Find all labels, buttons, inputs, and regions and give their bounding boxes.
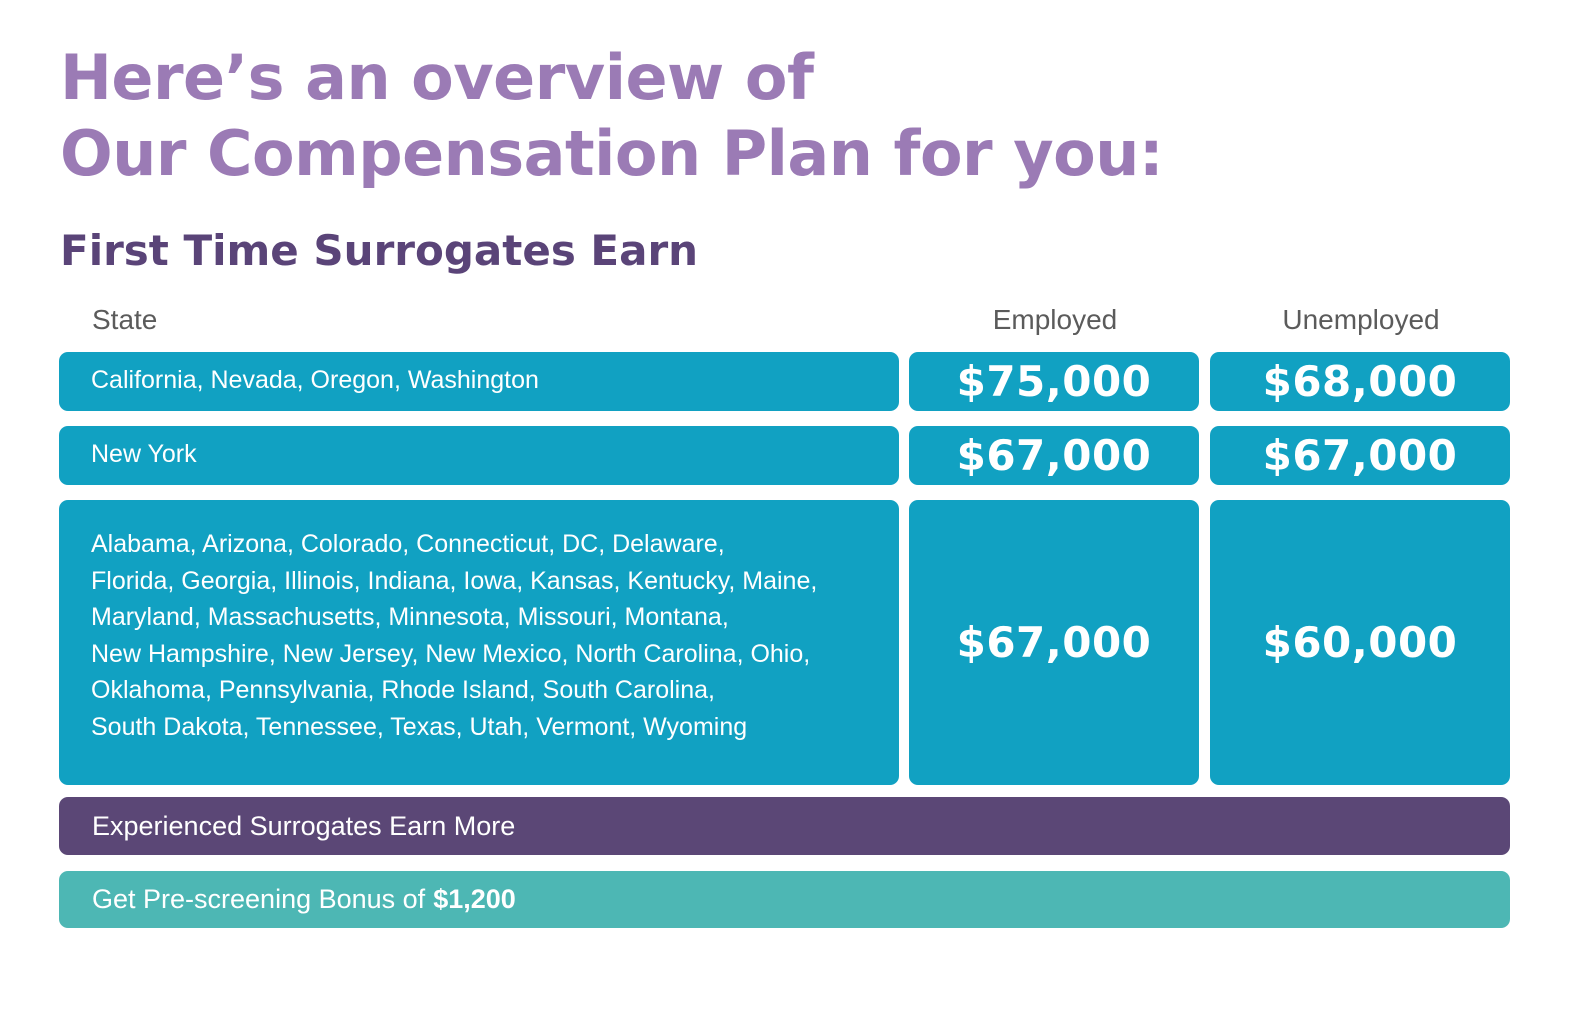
employed-amount: $67,000 bbox=[909, 426, 1199, 485]
states-line: California, Nevada, Oregon, Washington bbox=[91, 366, 539, 395]
section-title: First Time Surrogates Earn bbox=[60, 226, 699, 275]
unemployed-amount: $67,000 bbox=[1210, 426, 1510, 485]
bonus-banner-text: Get Pre-screening Bonus of bbox=[92, 884, 426, 914]
experienced-surrogates-banner: Experienced Surrogates Earn More bbox=[59, 797, 1510, 855]
column-header-employed: Employed bbox=[992, 304, 1118, 335]
column-header-state: State bbox=[92, 304, 158, 335]
page-headline: Here’s an overview of Our Compensation P… bbox=[60, 40, 1164, 192]
experienced-banner-text: Experienced Surrogates Earn More bbox=[92, 810, 516, 841]
headline-line-2: Our Compensation Plan for you: bbox=[60, 117, 1164, 190]
table-row-states: New York bbox=[59, 426, 899, 485]
prescreening-bonus-banner: Get Pre-screening Bonus of $1,200 bbox=[59, 871, 1510, 928]
states-line: Oklahoma, Pennsylvania, Rhode Island, So… bbox=[91, 676, 715, 704]
column-header-unemployed: Unemployed bbox=[1282, 304, 1440, 335]
bonus-amount: $1,200 bbox=[433, 884, 516, 914]
states-line: South Dakota, Tennessee, Texas, Utah, Ve… bbox=[91, 712, 748, 741]
states-line: New Hampshire, New Jersey, New Mexico, N… bbox=[91, 639, 811, 668]
table-row-states: California, Nevada, Oregon, Washington bbox=[59, 352, 899, 411]
states-line: New York bbox=[91, 440, 197, 469]
employed-amount: $67,000 bbox=[909, 500, 1199, 785]
unemployed-amount: $60,000 bbox=[1210, 500, 1510, 785]
states-line: Alabama, Arizona, Colorado, Connecticut,… bbox=[91, 530, 725, 558]
states-list: Alabama, Arizona, Colorado, Connecticut,… bbox=[91, 526, 817, 745]
states-line: Maryland, Massachusetts, Minnesota, Miss… bbox=[91, 603, 729, 631]
headline-line-1: Here’s an overview of bbox=[60, 41, 814, 114]
states-line: Florida, Georgia, Illinois, Indiana, Iow… bbox=[91, 566, 818, 595]
employed-amount: $75,000 bbox=[909, 352, 1199, 411]
table-row-states: Alabama, Arizona, Colorado, Connecticut,… bbox=[59, 500, 899, 785]
unemployed-amount: $68,000 bbox=[1210, 352, 1510, 411]
